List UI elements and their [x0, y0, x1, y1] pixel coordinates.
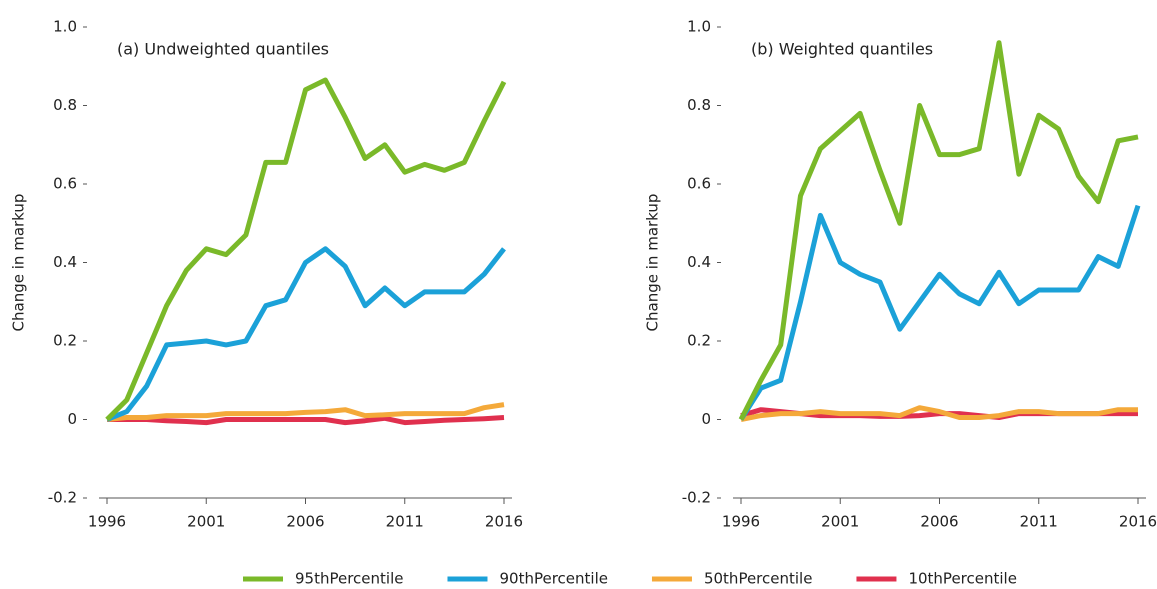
x-tick-label: 2001 — [187, 513, 225, 531]
y-tick-label: 0.2 — [687, 332, 711, 350]
y-tick-label: 1.0 — [53, 18, 77, 36]
x-tick-label: 2011 — [1020, 513, 1058, 531]
legend-label: 50thPercentile — [704, 570, 812, 588]
x-tick-label: 1996 — [88, 513, 126, 531]
annotation: (b) Weighted quantiles — [751, 40, 933, 59]
y-tick-label: 0.6 — [687, 175, 711, 193]
legend-label: 10thPercentile — [908, 570, 1016, 588]
y-tick-label: 0.8 — [687, 96, 711, 114]
series-line — [740, 405, 1138, 422]
y-tick-label: -0.2 — [682, 489, 711, 507]
legend-label: 95thPercentile — [295, 570, 403, 588]
series-line — [738, 204, 1141, 421]
y-tick-label: 0.4 — [53, 253, 77, 271]
x-tick-label: 2011 — [386, 513, 424, 531]
y-tick-label: 0 — [701, 410, 711, 428]
y-tick-label: 0 — [67, 410, 77, 428]
y-axis-label: Change in markup — [644, 194, 662, 332]
y-tick-label: 0.2 — [53, 332, 77, 350]
y-tick-label: 0.6 — [53, 175, 77, 193]
x-tick-label: 2006 — [920, 513, 958, 531]
y-tick-label: 0.8 — [53, 96, 77, 114]
annotation: (a) Undweighted quantiles — [117, 40, 329, 59]
legend-label: 90thPercentile — [499, 570, 607, 588]
series-line — [107, 415, 505, 426]
x-tick-label: 2006 — [286, 513, 324, 531]
series-line — [106, 246, 506, 422]
x-tick-label: 1996 — [722, 513, 760, 531]
series-line — [738, 40, 1139, 421]
x-tick-label: 2001 — [821, 513, 859, 531]
y-tick-label: -0.2 — [48, 489, 77, 507]
series-line — [106, 402, 505, 422]
x-tick-label: 2016 — [1119, 513, 1157, 531]
series-line — [105, 77, 507, 422]
x-tick-label: 2016 — [485, 513, 523, 531]
y-axis-label: Change in markup — [10, 194, 28, 332]
y-tick-label: 1.0 — [687, 18, 711, 36]
y-tick-label: 0.4 — [687, 253, 711, 271]
